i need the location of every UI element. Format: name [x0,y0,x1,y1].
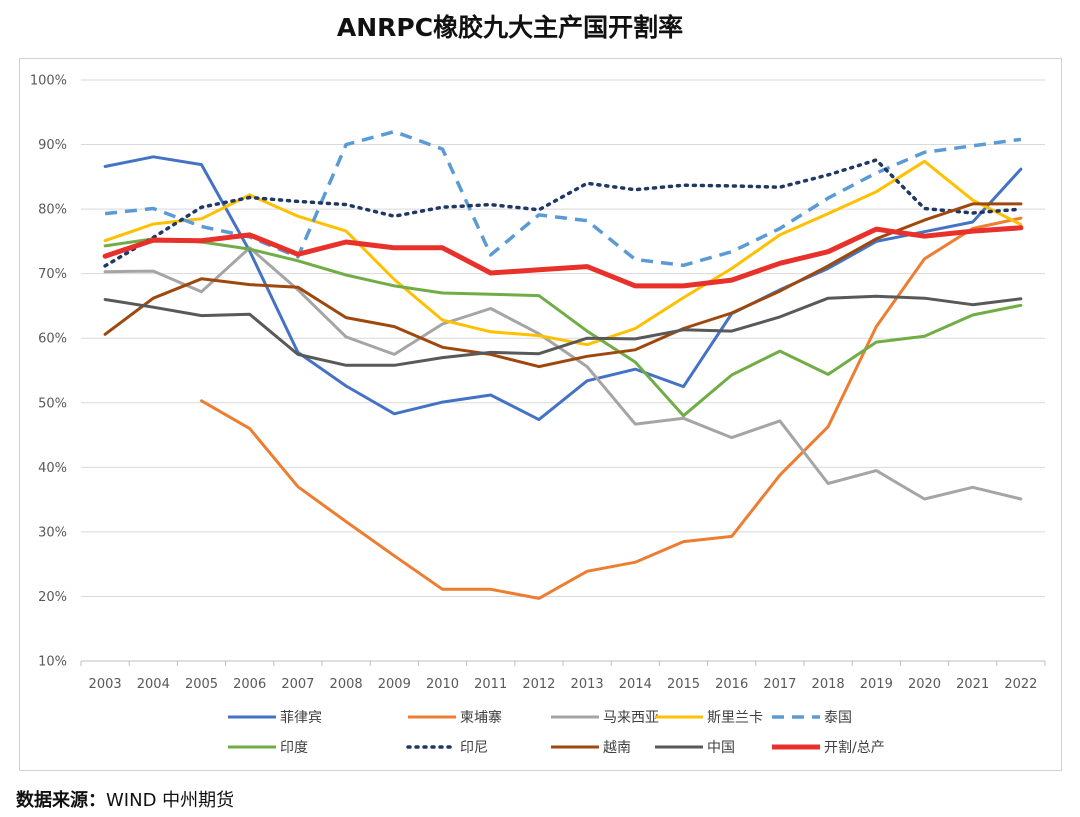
line-chart: 10% 20% 30% 40% 50% 60% 70% 80% 90% 100% 2003 2004… [30,74,1046,756]
x-tick-label: 2022 [1004,677,1037,692]
y-tick-label: 80% [38,203,67,218]
series-line-4 [104,129,1022,268]
series-line-0 [103,155,1023,422]
x-tick-label: 2012 [522,677,555,692]
x-tick-label: 2017 [763,677,796,692]
series-line-1 [200,216,1023,600]
x-tick-label: 2016 [715,677,748,692]
chart-title: ANRPC橡胶九大主产国开割率 [336,13,684,42]
source-text: WIND 中州期货 [106,790,235,811]
legend-label: 柬埔寨 [460,709,502,726]
x-tick-label: 2007 [281,677,314,692]
x-tick-label: 2015 [667,677,700,692]
x-tick-label: 2019 [860,677,893,692]
x-tick-label: 2009 [378,677,411,692]
series-line-7 [103,202,1023,369]
legend-label: 开割/总产 [824,739,885,756]
y-axis: 10% 20% 30% 40% 50% 60% 70% 80% 90% 100% [30,74,67,670]
x-tick-label: 2021 [956,677,989,692]
x-tick-label: 2010 [426,677,459,692]
source-note: 数据来源：WIND 中州期货 [16,786,234,812]
legend-label: 印度 [280,740,308,756]
x-tick-label: 2013 [571,677,604,692]
legend-label: 中国 [707,740,735,756]
series-line-6 [103,158,1023,268]
x-axis: 2003 2004 2005 2006 2007 2008 2009 2010 2011 2012… [80,661,1046,692]
legend-label: 印尼 [460,740,488,756]
series-line-5 [103,237,1023,418]
y-tick-label: 60% [38,332,67,347]
y-tick-label: 100% [30,74,67,89]
y-tick-label: 40% [38,461,67,476]
x-tick-label: 2004 [137,677,170,692]
legend-label: 马来西亚 [603,710,659,726]
y-tick-label: 70% [38,267,67,282]
series-lines [102,129,1024,600]
grid-lines [81,79,1045,662]
legend-label: 泰国 [824,710,852,726]
series-line-2 [103,246,1023,501]
series-line-8 [103,294,1023,367]
legend-label: 越南 [603,740,631,756]
chart-area: 10% 20% 30% 40% 50% 60% 70% 80% 90% 100% 2003 2004… [19,58,1062,771]
y-tick-label: 30% [38,525,67,540]
x-tick-label: 2011 [474,677,507,692]
x-tick-label: 2006 [233,677,266,692]
x-tick-label: 2003 [89,677,122,692]
legend-label: 斯里兰卡 [707,710,763,726]
series-line-9 [102,225,1024,289]
legend-label: 菲律宾 [280,710,322,726]
x-tick-label: 2018 [812,677,845,692]
source-label: 数据来源： [16,790,106,811]
y-tick-label: 20% [38,590,67,605]
x-tick-label: 2020 [908,677,941,692]
y-tick-label: 10% [38,655,67,670]
x-tick-label: 2005 [185,677,218,692]
y-tick-label: 90% [38,138,67,153]
y-tick-label: 50% [38,396,67,411]
x-tick-label: 2014 [619,677,652,692]
x-tick-label: 2008 [330,677,363,692]
